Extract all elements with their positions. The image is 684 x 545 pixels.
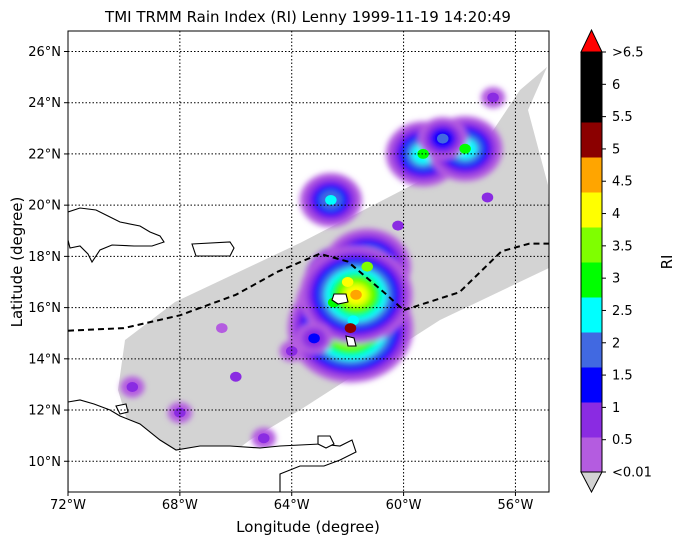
x-tick-label: 64°W (274, 498, 310, 513)
colorbar-under-triangle (580, 471, 603, 494)
y-tick-label: 26°N (28, 45, 61, 60)
venezuela-coast (68, 399, 357, 492)
colorbar-segment (581, 122, 602, 158)
y-tick-label: 24°N (28, 96, 61, 111)
y-tick-label: 12°N (28, 404, 61, 419)
rain-cell (436, 133, 449, 144)
y-tick-label: 18°N (28, 250, 61, 265)
colorbar-tick-label: 1 (612, 401, 620, 416)
colorbar-segment (581, 157, 602, 193)
axes-frame (67, 30, 550, 493)
colorbar-tick-label: >6.5 (612, 46, 644, 61)
rain-cell (481, 192, 494, 203)
guadeloupe-outline (331, 293, 349, 305)
y-axis-label: Latitude (degree) (8, 197, 26, 328)
colorbar-segment (581, 332, 602, 368)
colorbar-segment (581, 87, 602, 123)
colorbar-segment (581, 367, 602, 403)
colorbar-label: RI (658, 255, 676, 270)
colorbar-segment (581, 52, 602, 88)
colorbar-tick-label: 2.5 (612, 304, 633, 319)
rain-cell (341, 276, 354, 287)
rain-cell (392, 220, 404, 231)
rain-cell (459, 143, 471, 154)
x-tick-label: 56°W (497, 498, 533, 513)
y-tick-label: 16°N (28, 301, 61, 316)
colorbar-segment (581, 437, 602, 473)
rain-cell (216, 323, 228, 334)
colorbar-segment (581, 262, 602, 298)
y-tick-label: 10°N (28, 455, 61, 470)
x-tick-label: 72°W (50, 498, 86, 513)
aruba-outline (115, 403, 129, 415)
rain-cell (258, 433, 270, 444)
trinidad-outline (317, 435, 335, 449)
colorbar-tick-label: 0.5 (612, 433, 633, 448)
y-tick-label: 14°N (28, 352, 61, 367)
rain-cells-core (126, 92, 499, 444)
chart-title: TMI TRMM Rain Index (RI) Lenny 1999-11-1… (104, 8, 511, 26)
rain-cell (417, 148, 429, 159)
x-axis-label: Longitude (degree) (236, 518, 380, 536)
rain-cell (344, 323, 357, 334)
colorbar-frame (580, 51, 603, 473)
colorbar-tick-label: 4 (612, 207, 620, 222)
rain-cell (126, 381, 139, 392)
colorbar-over-triangle (580, 28, 603, 53)
hispaniola-outline (68, 207, 165, 264)
martinique-outline (345, 335, 357, 347)
rain-cell (347, 315, 359, 326)
colorbar-segment (581, 227, 602, 263)
plot-area (68, 31, 549, 492)
colorbar-tick-label: <0.01 (612, 466, 652, 481)
colorbar-segment (581, 192, 602, 228)
colorbar-tick-label: 5.5 (612, 110, 633, 125)
colorbar: <0.01 0.5 1 1.5 2 2.5 3 3.5 4 4.5 5 5.5 6 >6.5 (580, 28, 652, 494)
x-axis: 72°W 68°W 64°W 60°W 56°W (50, 492, 534, 513)
rain-cell (285, 346, 298, 357)
colorbar-tick-label: 2 (612, 336, 620, 351)
y-axis: 10°N 12°N 14°N 16°N 18°N 20°N 22°N 24°N 26°N (28, 45, 68, 470)
colorbar-tick-label: 6 (612, 78, 620, 93)
rain-cell (230, 371, 242, 382)
rain-cell (487, 92, 499, 103)
colorbar-tick-label: 3 (612, 272, 620, 287)
x-tick-label: 68°W (162, 498, 198, 513)
y-tick-label: 20°N (28, 199, 61, 214)
rain-cell (361, 261, 373, 272)
land-outlines (68, 207, 357, 492)
colorbar-segment (581, 297, 602, 333)
rain-cell (325, 195, 337, 206)
colorbar-segment (581, 402, 602, 438)
colorbar-tick-label: 4.5 (612, 175, 633, 190)
y-tick-label: 22°N (28, 147, 61, 162)
x-tick-label: 60°W (386, 498, 422, 513)
rain-cell (308, 333, 320, 344)
colorbar-tick-label: 1.5 (612, 369, 633, 384)
puerto-rico-outline (191, 241, 235, 257)
rain-cell (350, 289, 362, 300)
colorbar-tick-label: 5 (612, 142, 620, 157)
colorbar-tick-label: 3.5 (612, 239, 633, 254)
